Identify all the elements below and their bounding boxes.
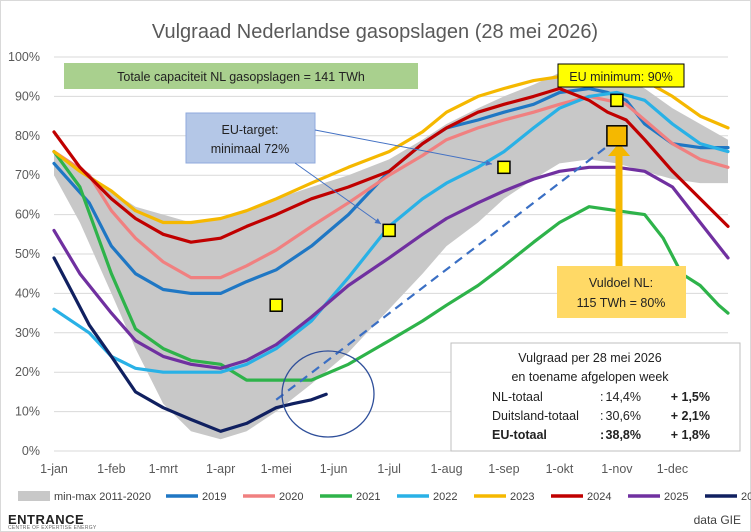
minmax-band <box>54 68 728 440</box>
legend-label: 2022 <box>433 491 457 503</box>
summary-row-value: 38,8% <box>606 428 641 442</box>
legend-label: 2019 <box>202 491 226 503</box>
x-tick-label: 1-jun <box>320 462 348 476</box>
eu-target-box <box>185 112 316 164</box>
x-tick-label: 1-feb <box>97 462 126 476</box>
summary-title-2: en toename afgelopen week <box>511 370 669 384</box>
target-marker <box>606 125 628 147</box>
y-tick-label: 30% <box>15 326 40 340</box>
target-marker <box>610 93 624 108</box>
legend-label: 2023 <box>510 491 534 503</box>
eu-target-line2: minimaal 72% <box>211 142 290 156</box>
y-tick-label: 40% <box>15 286 40 300</box>
x-tick-label: 1-jul <box>377 462 401 476</box>
summary-title-1: Vulgraad per 28 mei 2026 <box>518 351 661 365</box>
eu-minimum-text: EU minimum: 90% <box>569 70 673 84</box>
y-tick-label: 80% <box>15 129 40 143</box>
legend-label: 2020 <box>279 491 303 503</box>
y-tick-label: 20% <box>15 365 40 379</box>
y-tick-label: 10% <box>15 405 40 419</box>
summary-row-label: EU-totaal <box>492 428 547 442</box>
vuldoel-arrow-head <box>608 143 630 156</box>
x-tick-label: 1-okt <box>546 462 574 476</box>
y-tick-label: 50% <box>15 247 40 261</box>
target-marker <box>382 223 396 238</box>
brand-name: ENTRANCE <box>8 512 85 527</box>
legend-swatch-band <box>18 491 50 501</box>
target-marker <box>269 298 283 312</box>
series-line-2021 <box>52 150 730 382</box>
y-tick-label: 0% <box>22 444 40 458</box>
summary-row-label: Duitsland-totaal <box>492 409 579 423</box>
summary-row-change: + 1,5% <box>671 390 710 404</box>
legend-label: min-max 2011-2020 <box>54 491 151 503</box>
y-tick-label: 70% <box>15 168 40 182</box>
highlight-circle <box>281 350 375 438</box>
entrance-logo: ENTRANCE CENTRE OF EXPERTISE ENERGY <box>8 512 97 531</box>
summary-row-value: 30,6% <box>606 409 641 423</box>
series-line-2020 <box>52 94 730 280</box>
x-tick-label: 1-mrt <box>149 462 179 476</box>
target-marker <box>497 160 511 175</box>
summary-row-colon: : <box>600 390 603 404</box>
summary-row-colon: : <box>600 428 604 442</box>
x-tick-label: 1-mei <box>261 462 292 476</box>
y-tick-label: 90% <box>15 89 40 103</box>
legend-label: 2026 <box>741 491 751 503</box>
y-tick-label: 60% <box>15 208 40 222</box>
summary-row-colon: : <box>600 409 603 423</box>
x-tick-label: 1-apr <box>206 462 235 476</box>
x-tick-label: 1-aug <box>431 462 463 476</box>
vuldoel-box <box>557 266 686 318</box>
capacity-text: Totale capaciteit NL gasopslagen = 141 T… <box>117 70 365 84</box>
data-source-label: data GIE <box>693 513 741 527</box>
x-tick-label: 1-dec <box>657 462 688 476</box>
vuldoel-line2: 115 TWh = 80% <box>577 296 666 310</box>
legend-label: 2021 <box>356 491 380 503</box>
eu-target-arrow <box>294 162 382 225</box>
summary-row-change: + 2,1% <box>671 409 710 423</box>
legend-label: 2024 <box>587 491 611 503</box>
series-line-2024 <box>52 86 730 244</box>
summary-row-value: 14,4% <box>606 390 641 404</box>
x-tick-label: 1-jan <box>40 462 68 476</box>
vuldoel-line1: Vuldoel NL: <box>589 276 653 290</box>
summary-box <box>450 342 741 452</box>
target-trajectory-line <box>275 131 627 401</box>
capacity-box <box>64 63 418 89</box>
legend-label: 2025 <box>664 491 688 503</box>
eu-target-line1: EU-target: <box>222 123 279 137</box>
brand-subtitle: CENTRE OF EXPERTISE ENERGY <box>8 525 97 531</box>
eu-target-arrow <box>314 129 493 166</box>
summary-row-change: + 1,8% <box>671 428 710 442</box>
x-tick-label: 1-sep <box>488 462 519 476</box>
x-tick-label: 1-nov <box>601 462 633 476</box>
eu-minimum-box <box>557 63 685 88</box>
summary-row-label: NL-totaal <box>492 390 543 404</box>
series-line-2026 <box>52 256 328 433</box>
y-tick-label: 100% <box>8 50 40 64</box>
chart-title: Vulgraad Nederlandse gasopslagen (28 mei… <box>152 21 598 43</box>
